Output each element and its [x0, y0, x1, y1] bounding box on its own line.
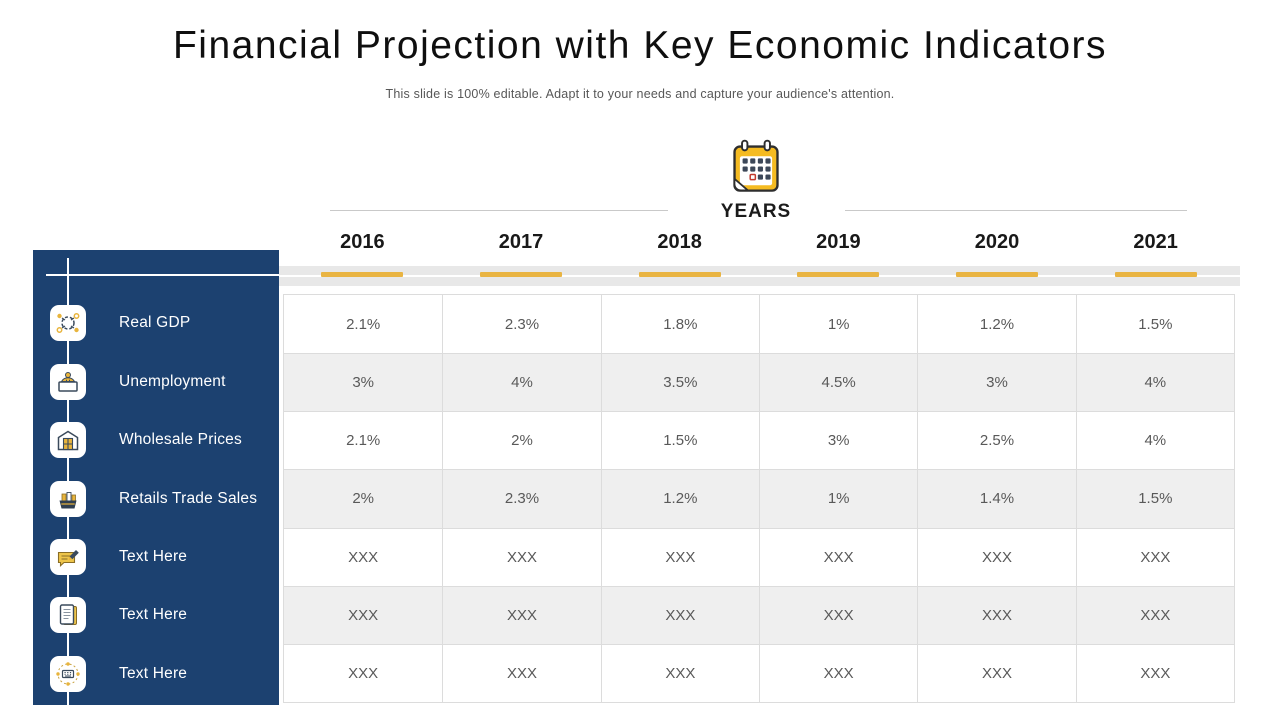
divider-line-left: [330, 210, 668, 211]
year-header: 2021: [1133, 231, 1178, 253]
year-header: 2018: [657, 231, 702, 253]
table-cell: 2.3%: [442, 295, 600, 354]
keyboard-network-icon: [50, 655, 86, 692]
year-header: 2017: [498, 231, 544, 253]
sidebar-item-text-here: Text Here: [33, 645, 279, 703]
calendar-icon: [728, 138, 784, 196]
year-underline-bar: [479, 272, 562, 277]
table-cell: XXX: [284, 643, 443, 702]
shopping-basket-icon: [50, 480, 86, 517]
table-cell: XXX: [1075, 643, 1234, 702]
unemployed-person-icon: [50, 363, 86, 400]
table-cell: 1.2%: [600, 469, 759, 528]
page-subtitle: This slide is 100% editable. Adapt it to…: [385, 87, 895, 101]
sidebar-item-label: Text Here: [119, 606, 188, 624]
table-cell: 2.3%: [442, 469, 601, 528]
table-cell: 1.5%: [600, 411, 759, 470]
gdp-network-icon: [50, 305, 86, 342]
table-cell: XXX: [442, 527, 601, 586]
sidebar-item-label: Unemployment: [119, 372, 226, 390]
sidebar-item-wholesale-prices: Wholesale Prices: [33, 411, 279, 469]
table-cell: 2.5%: [917, 411, 1076, 470]
indicator-table: 2.1% 2.3% 1.8% 1% 1.2% 1.5% 3% 4% 3.5% 4.5% 3% 4% 2.…: [283, 294, 1235, 703]
year-header: 2020: [974, 231, 1020, 253]
table-cell: 2.1%: [284, 411, 443, 469]
sidebar-item-retails-trade-sales: Retails Trade Sales: [33, 470, 279, 528]
year-underline-bar: [638, 272, 721, 277]
year-header: 2019: [816, 231, 861, 253]
sidebar-item-label: Retails Trade Sales: [119, 489, 258, 507]
sidebar-item-label: Text Here: [119, 547, 188, 565]
year-header: 2016: [340, 231, 385, 253]
table-cell: 2%: [284, 469, 443, 528]
table-cell: XXX: [758, 643, 918, 702]
table-cell: XXX: [600, 585, 759, 644]
table-cell: XXX: [917, 527, 1076, 586]
note-pencil-icon: [50, 538, 86, 575]
sidebar-horizontal-line: [46, 274, 279, 276]
sidebar-item-label: Wholesale Prices: [119, 431, 242, 449]
sidebar-item-unemployment: Unemployment: [33, 353, 279, 411]
table-cell: 3%: [758, 411, 918, 470]
table-cell: 2.1%: [346, 315, 381, 333]
sidebar-item-text-here: Text Here: [33, 528, 279, 586]
table-cell: XXX: [284, 527, 443, 586]
warehouse-icon: [50, 422, 86, 459]
year-underline-bar: [321, 272, 404, 277]
table-cell: 1.4%: [917, 469, 1076, 528]
table-cell: XXX: [1075, 527, 1234, 586]
divider-line-right: [845, 210, 1187, 211]
table-cell: 1.5%: [1075, 469, 1234, 528]
sidebar-item-label: Real GDP: [119, 314, 191, 332]
year-underline-bar: [797, 272, 880, 277]
table-cell: 1.8%: [600, 295, 759, 354]
table-cell: 2%: [442, 411, 601, 470]
year-underline-bar: [955, 272, 1038, 277]
table-cell: 4%: [1075, 353, 1234, 412]
table-cell: 3.5%: [600, 353, 759, 412]
table-cell: XXX: [284, 585, 443, 644]
table-cell: 1.2%: [917, 295, 1075, 354]
header-band: [279, 266, 1240, 286]
sidebar-item-label: Text Here: [119, 664, 188, 682]
year-underline-row: [283, 272, 1235, 277]
table-cell: XXX: [442, 643, 601, 702]
notepad-icon: [50, 597, 86, 634]
table-cell: XXX: [758, 585, 918, 644]
table-cell: XXX: [442, 585, 601, 644]
year-header-row: 2016 2017 2018 2019 2020 2021: [283, 231, 1235, 254]
table-cell: 1%: [758, 295, 917, 354]
table-cell: 3%: [284, 353, 443, 412]
sidebar-item-text-here: Text Here: [33, 586, 279, 644]
table-cell: 1%: [758, 469, 918, 528]
sidebar-item-real-gdp: Real GDP: [33, 294, 279, 352]
years-label: YEARS: [720, 201, 792, 222]
table-cell: 3%: [917, 353, 1076, 412]
table-cell: XXX: [600, 643, 759, 702]
table-cell: 4%: [442, 353, 601, 412]
table-cell: XXX: [600, 527, 759, 586]
table-cell: 1.5%: [1075, 295, 1234, 354]
page-title: Financial Projection with Key Economic I…: [172, 24, 1108, 67]
timeline-line: [279, 275, 1240, 277]
table-cell: XXX: [917, 585, 1076, 644]
table-cell: 4%: [1075, 411, 1234, 470]
table-cell: XXX: [917, 643, 1076, 702]
table-cell: XXX: [758, 527, 918, 586]
year-underline-bar: [1114, 272, 1197, 277]
table-cell: 4.5%: [758, 353, 918, 412]
table-cell: XXX: [1075, 585, 1234, 644]
